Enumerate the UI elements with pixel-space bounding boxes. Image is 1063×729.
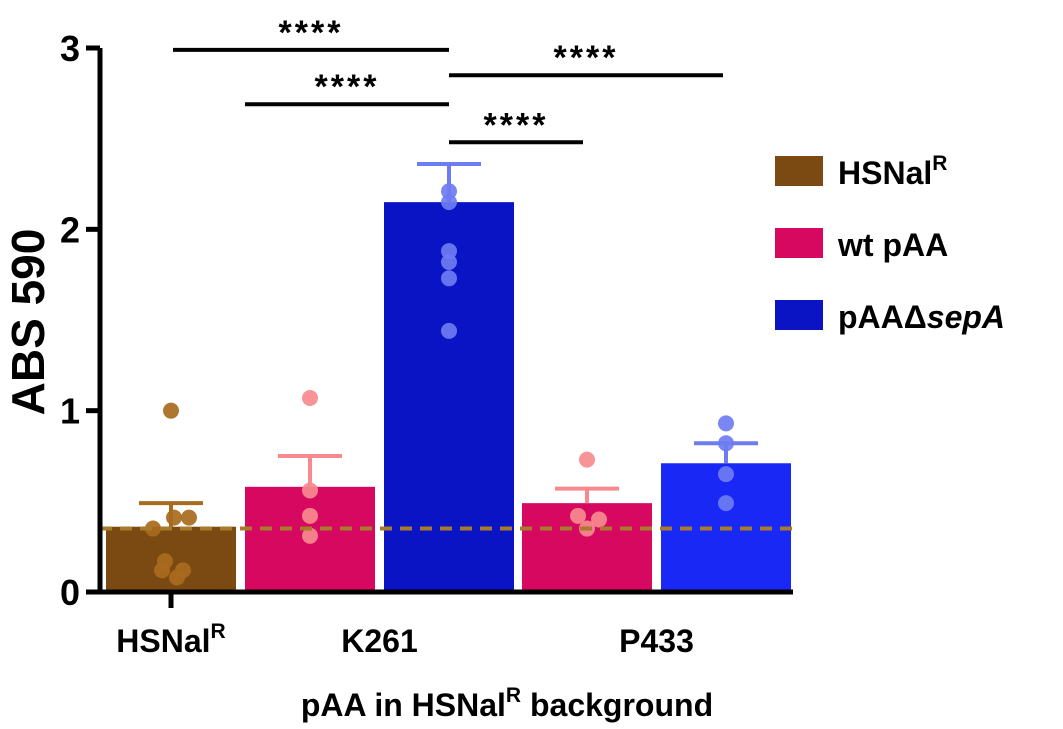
significance-label-3: ****	[484, 106, 549, 144]
x-group-label-superscript-0: R	[211, 620, 226, 643]
significance-label-0: ****	[279, 14, 344, 52]
legend-label-text-1: wt pAA	[837, 227, 948, 263]
y-tick-label-2: 2	[60, 209, 80, 250]
y-tick-label-0: 0	[60, 572, 80, 613]
x-axis-title: pAA in HSNalR background	[301, 684, 713, 723]
legend-label-text-0: HSNal	[838, 155, 932, 191]
legend-swatch-0	[775, 156, 823, 186]
data-point-0-0	[163, 402, 179, 419]
legend-label-0: HSNalR	[838, 152, 947, 191]
data-point-4-3	[718, 495, 734, 512]
legend-label-italic-2: sepA	[927, 299, 1005, 335]
x-group-label-text-0: HSNal	[116, 623, 210, 659]
data-point-4-0	[718, 415, 734, 432]
x-group-label-2: P433	[619, 623, 694, 659]
legend-label-2: pAAΔsepA	[838, 299, 1005, 335]
data-point-2-1	[441, 194, 457, 211]
data-point-3-2	[591, 511, 607, 528]
data-point-1-1	[302, 482, 318, 499]
bar-3	[522, 503, 652, 592]
y-tick-label-3: 3	[60, 28, 80, 69]
legend-swatch-1	[775, 228, 823, 258]
legend-label-1: wt pAA	[837, 227, 948, 263]
significance-label-1: ****	[315, 68, 380, 106]
data-point-0-7	[169, 569, 185, 586]
x-axis-title-superscript: R	[506, 684, 521, 707]
data-point-2-4	[441, 270, 457, 287]
data-point-0-6	[154, 562, 170, 579]
legend-label-text-2: pAAΔ	[838, 299, 927, 335]
data-point-3-1	[570, 507, 586, 524]
x-group-label-text-1: K261	[341, 623, 418, 659]
axes-layer: 0 1 2 3 HSNalR K261 P433	[60, 28, 793, 659]
data-point-1-0	[302, 389, 318, 406]
data-point-4-1	[718, 435, 734, 452]
x-axis-title-prefix: pAA in HSNal	[301, 687, 506, 723]
x-group-label-1: K261	[341, 623, 418, 659]
data-point-2-5	[441, 322, 457, 339]
data-point-4-2	[718, 466, 734, 483]
data-point-2-3	[441, 253, 457, 270]
x-group-label-0: HSNalR	[116, 620, 225, 659]
data-point-0-1	[166, 509, 182, 526]
data-point-1-2	[302, 507, 318, 524]
data-point-1-3	[302, 527, 318, 544]
legend-swatch-2	[775, 300, 823, 330]
significance-layer: ****************	[173, 14, 723, 145]
significance-label-2: ****	[554, 39, 619, 77]
data-point-0-2	[181, 509, 197, 526]
data-point-3-0	[579, 451, 595, 468]
x-axis-title-suffix: background	[521, 687, 713, 723]
y-tick-label-1: 1	[60, 391, 80, 432]
y-axis-title: ABS 590	[2, 229, 54, 416]
x-group-label-text-2: P433	[619, 623, 694, 659]
legend-label-superscript-0: R	[932, 152, 947, 175]
data-point-0-3	[145, 520, 161, 537]
